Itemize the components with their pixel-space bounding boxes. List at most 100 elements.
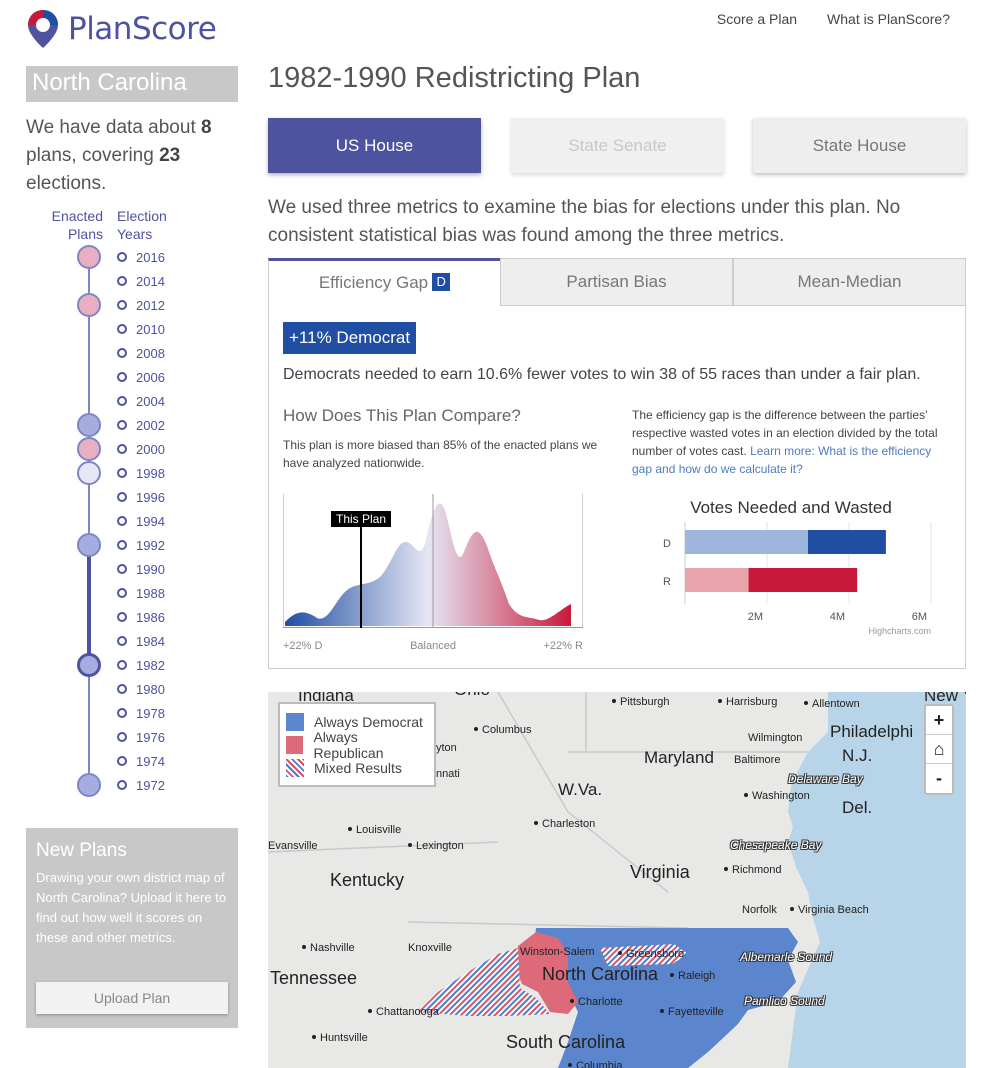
category-label: R <box>663 576 671 588</box>
year-label: 1998 <box>136 465 165 481</box>
map-label-columbia: Columbia <box>568 1060 622 1068</box>
year-label: 2002 <box>136 417 165 433</box>
election-year-item[interactable]: 1974 <box>117 749 165 773</box>
election-year-item[interactable]: 1994 <box>117 509 165 533</box>
year-ring-icon <box>117 300 127 310</box>
map-label-sc: South Carolina <box>506 1032 626 1052</box>
year-ring-icon <box>117 540 127 550</box>
plan-title: 1982-1990 Redistricting Plan <box>268 62 641 94</box>
election-year-item[interactable]: 1980 <box>117 677 165 701</box>
election-year-item[interactable]: 1990 <box>117 557 165 581</box>
election-year-item[interactable]: 1986 <box>117 605 165 629</box>
year-ring-icon <box>117 636 127 646</box>
year-label: 1994 <box>136 513 165 529</box>
nav-score-plan[interactable]: Score a Plan <box>716 11 798 27</box>
map-label-maryland: Maryland <box>644 748 714 767</box>
x-tick-label: 6M <box>912 611 927 623</box>
votes-needed-bar-r[interactable] <box>685 568 749 592</box>
votes-wasted-bar-r[interactable] <box>748 568 858 592</box>
home-icon[interactable]: ⌂ <box>926 735 952 764</box>
upload-plan-button[interactable]: Upload Plan <box>36 982 228 1014</box>
year-label: 1988 <box>136 585 165 601</box>
zoom-out-button[interactable]: - <box>936 768 942 788</box>
year-label: 1978 <box>136 705 165 721</box>
enacted-plan-dot[interactable] <box>77 413 101 437</box>
election-year-item[interactable]: 2014 <box>117 269 165 293</box>
nc-republican-region <box>514 932 578 1014</box>
year-label: 1976 <box>136 729 165 745</box>
new-plans-panel: New Plans Drawing your own district map … <box>26 828 238 1028</box>
year-label: 2010 <box>136 321 165 337</box>
distribution-chart: This Plan +22% D Balanced +22% R <box>283 494 583 652</box>
election-year-item[interactable]: 1978 <box>117 701 165 725</box>
election-year-item[interactable]: 2004 <box>117 389 165 413</box>
election-year-item[interactable]: 2008 <box>117 341 165 365</box>
election-year-item[interactable]: 1992 <box>117 533 165 557</box>
efficiency-gap-panel: +11% Democrat Democrats needed to earn 1… <box>268 306 966 669</box>
map-label-pittsburgh: Pittsburgh <box>612 696 670 708</box>
enacted-plan-dot[interactable] <box>77 245 101 269</box>
chart-credit[interactable]: Highcharts.com <box>868 626 931 636</box>
tab-efficiency-gap[interactable]: Efficiency Gap D <box>268 258 500 306</box>
year-label: 2014 <box>136 273 165 289</box>
election-year-item[interactable]: 2000 <box>117 437 165 461</box>
plans-count: 8 <box>201 117 212 138</box>
compare-title: How Does This Plan Compare? <box>283 406 521 425</box>
enacted-plan-dot[interactable] <box>77 533 101 557</box>
planscore-logo[interactable]: PlanScore <box>26 8 217 50</box>
election-year-item[interactable]: 1972 <box>117 773 165 797</box>
tab-mean-median[interactable]: Mean-Median <box>733 258 966 306</box>
metrics-intro: We used three metrics to examine the bia… <box>268 197 901 246</box>
election-year-item[interactable]: 1998 <box>117 461 165 485</box>
year-ring-icon <box>117 492 127 502</box>
map-label-columbus: Columbus <box>474 724 532 736</box>
map-label-fayetteville: Fayetteville <box>660 1006 724 1018</box>
year-label: 2012 <box>136 297 165 313</box>
state-house-button[interactable]: State House <box>753 118 966 173</box>
year-label: 2016 <box>136 249 165 265</box>
election-year-item[interactable]: 1988 <box>117 581 165 605</box>
map-label-ohio: Ohio <box>454 692 490 700</box>
year-label: 1986 <box>136 609 165 625</box>
year-label: 2008 <box>136 345 165 361</box>
election-year-item[interactable]: 1976 <box>117 725 165 749</box>
year-ring-icon <box>117 780 127 790</box>
new-plans-text: Drawing your own district map of North C… <box>36 870 227 945</box>
state-senate-button: State Senate <box>511 118 724 173</box>
legend-democrat-label: Always Democrat <box>314 713 423 730</box>
map-label-delbay: Delaware Bay <box>788 772 863 786</box>
zoom-in-button[interactable]: + <box>926 706 952 735</box>
enacted-plan-dot[interactable] <box>77 773 101 797</box>
summary-text-1: We have data about <box>26 117 201 138</box>
election-year-item[interactable]: 1982 <box>117 653 165 677</box>
map-label-tennessee: Tennessee <box>270 968 358 988</box>
map-label-charlotte: Charlotte <box>570 996 623 1008</box>
legend-republican-swatch <box>286 735 304 754</box>
learn-more-link[interactable]: Learn more: What is the efficiency gap a… <box>632 444 932 476</box>
year-ring-icon <box>117 372 127 382</box>
year-ring-icon <box>117 708 127 718</box>
election-year-item[interactable]: 1984 <box>117 629 165 653</box>
map-label-newyork: New Yor <box>924 692 966 705</box>
tab-partisan-bias[interactable]: Partisan Bias <box>500 258 733 306</box>
votes-needed-bar-d[interactable] <box>685 530 808 554</box>
election-year-item[interactable]: 2016 <box>117 245 165 269</box>
enacted-plan-dot[interactable] <box>77 293 101 317</box>
election-year-item[interactable]: 1996 <box>117 485 165 509</box>
election-year-item[interactable]: 2006 <box>117 365 165 389</box>
enacted-plan-dot-selected[interactable] <box>77 653 101 677</box>
enacted-plan-dot[interactable] <box>77 437 101 461</box>
legend-republican: Always Republican <box>286 729 428 761</box>
year-ring-icon <box>117 444 127 454</box>
election-year-item[interactable]: 2010 <box>117 317 165 341</box>
election-year-item[interactable]: 2012 <box>117 293 165 317</box>
enacted-plan-dot[interactable] <box>77 461 101 485</box>
election-year-item[interactable]: 2002 <box>117 413 165 437</box>
x-tick-label: 2M <box>748 611 763 623</box>
votes-wasted-bar-d[interactable] <box>808 530 886 554</box>
district-map[interactable]: Always Democrat Always Republican Mixed … <box>268 692 966 1068</box>
us-house-button[interactable]: US House <box>268 118 481 173</box>
nav-what-is-planscore[interactable]: What is PlanScore? <box>827 11 950 27</box>
map-legend: Always Democrat Always Republican Mixed … <box>278 702 436 787</box>
map-label-louisville: Louisville <box>348 824 401 836</box>
